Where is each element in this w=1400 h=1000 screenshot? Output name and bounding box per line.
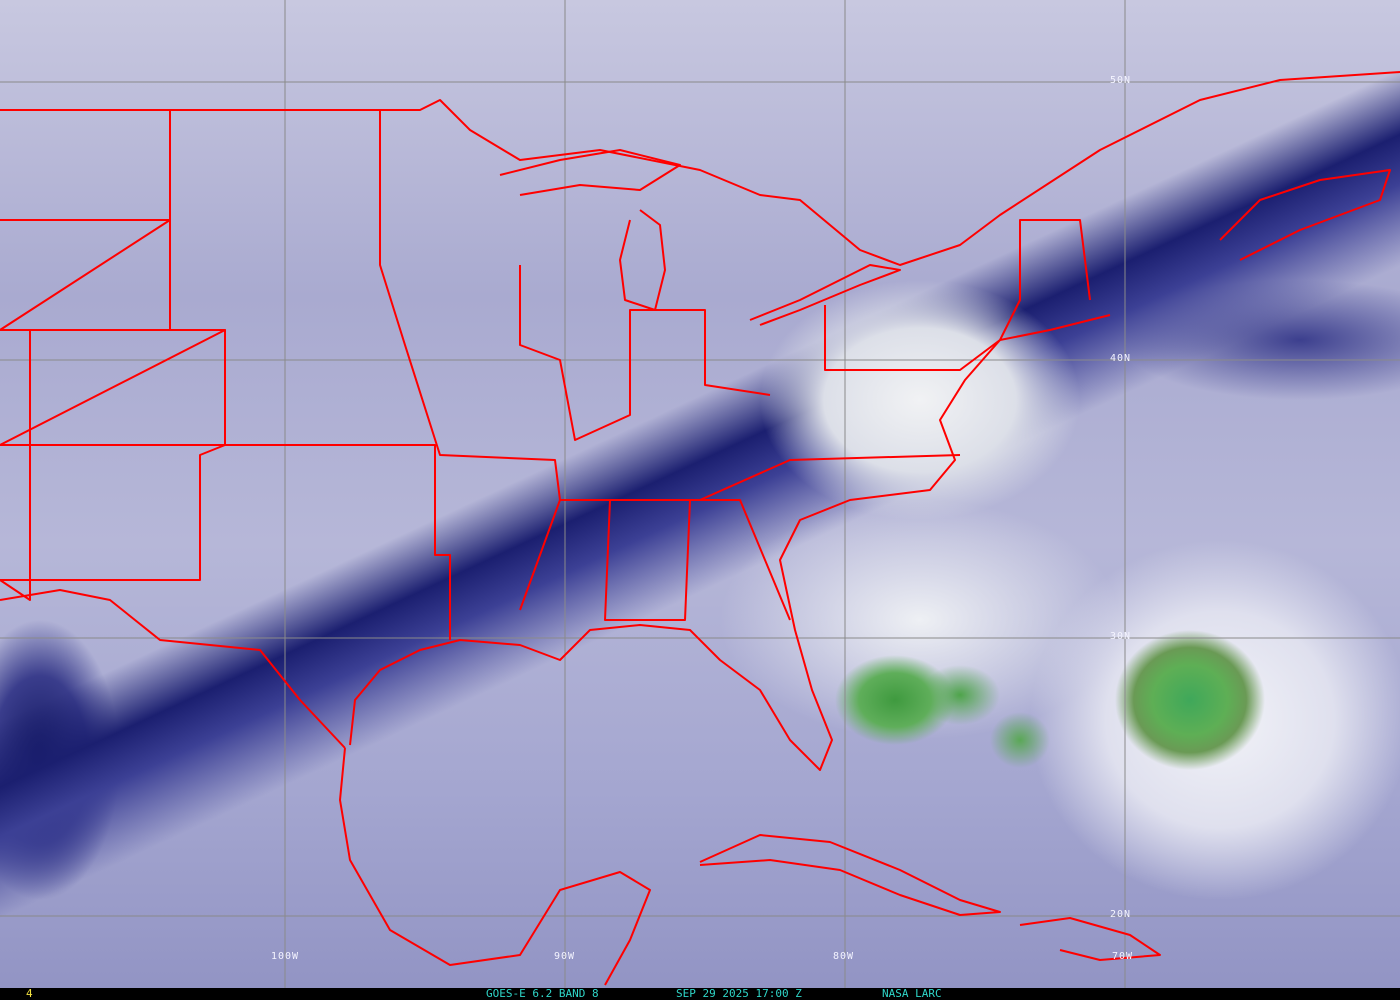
source-label: NASA LARC bbox=[882, 987, 942, 1000]
lon-label-100w: 100W bbox=[271, 951, 300, 962]
state-lines-mississippi bbox=[379, 110, 961, 501]
lon-label-80w: 80W bbox=[833, 951, 855, 962]
us-canada-border bbox=[0, 71, 1400, 266]
us-mexico-border bbox=[0, 589, 346, 749]
mexico-coast bbox=[339, 747, 651, 986]
lon-label-70w: 70W bbox=[1112, 951, 1134, 962]
lake-superior bbox=[499, 149, 681, 196]
gulf-east-coast bbox=[349, 314, 1111, 771]
frame-number: 4 bbox=[26, 987, 33, 1000]
state-lines-south bbox=[519, 499, 791, 621]
cuba bbox=[699, 834, 1001, 916]
lake-michigan bbox=[619, 209, 666, 311]
state-lines-northeast bbox=[824, 219, 1091, 371]
lat-label-20n: 20N bbox=[1110, 909, 1132, 920]
product-label: GOES-E 6.2 BAND 8 bbox=[486, 987, 599, 1000]
political-boundaries bbox=[0, 71, 1400, 986]
state-lines-midwest bbox=[519, 265, 771, 441]
datetime-label: SEP 29 2025 17:00 Z bbox=[676, 987, 802, 1000]
lat-label-50n: 50N bbox=[1110, 75, 1132, 86]
lon-label-90w: 90W bbox=[554, 951, 576, 962]
image-caption-bar: 4 GOES-E 6.2 BAND 8 SEP 29 2025 17:00 Z … bbox=[0, 988, 1400, 1000]
canada-maritimes bbox=[1219, 169, 1391, 261]
lake-erie-ontario bbox=[749, 264, 901, 326]
state-lines-central bbox=[169, 110, 451, 640]
hispaniola bbox=[1019, 917, 1161, 961]
state-lines-west bbox=[0, 219, 226, 601]
lat-label-40n: 40N bbox=[1110, 353, 1132, 364]
lat-label-30n: 30N bbox=[1110, 631, 1132, 642]
